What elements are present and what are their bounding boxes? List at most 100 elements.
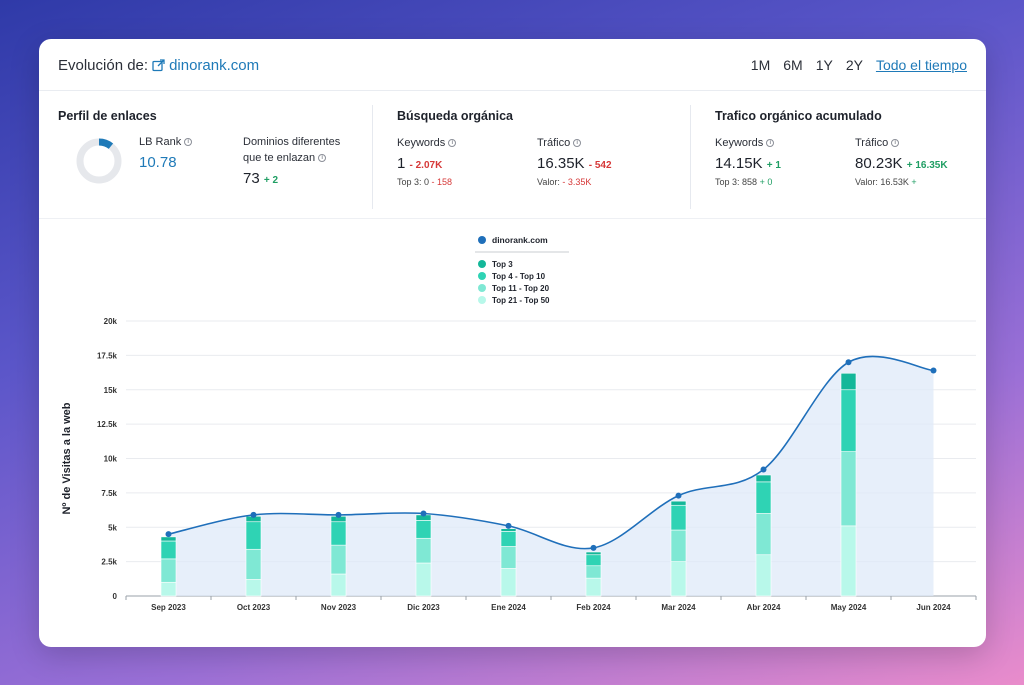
bar-segment[interactable] xyxy=(670,500,687,506)
bar-segment[interactable] xyxy=(500,546,517,569)
bar-segment[interactable] xyxy=(755,481,772,514)
legend-label[interactable]: dinorank.com xyxy=(492,235,548,245)
line-point[interactable] xyxy=(335,511,342,518)
acumulado-title: Trafico orgánico acumulado xyxy=(715,109,882,123)
line-point[interactable] xyxy=(250,511,257,518)
info-icon[interactable]: i xyxy=(766,139,775,147)
keywords-delta: + 1 xyxy=(766,160,781,171)
bar-segment[interactable] xyxy=(500,531,517,547)
bar-segment[interactable] xyxy=(500,528,517,532)
dominios-label-1: Dominios diferentes xyxy=(243,136,341,148)
bar-segment[interactable] xyxy=(415,562,432,597)
keywords-value: 14.15K xyxy=(715,155,763,172)
y-tick-label: 17.5k xyxy=(97,351,118,360)
bar-segment[interactable] xyxy=(840,389,857,452)
bar-segment[interactable] xyxy=(585,565,602,579)
bar-segment[interactable] xyxy=(245,521,262,550)
x-tick-label: Mar 2024 xyxy=(661,603,696,612)
y-tick-label: 20k xyxy=(104,317,118,326)
page-title: Evolución de: dinorank.com xyxy=(58,57,259,74)
domain-link[interactable]: dinorank.com xyxy=(152,57,259,74)
bar-segment[interactable] xyxy=(670,561,687,597)
dominios-block: Dominios diferentes que te enlazan i 73 +… xyxy=(243,135,340,187)
info-icon[interactable]: i xyxy=(318,154,327,162)
busqueda-title: Búsqueda orgánica xyxy=(397,109,513,123)
valor-label: Valor: xyxy=(537,177,560,187)
top3-delta: - 158 xyxy=(431,177,453,187)
line-area-fill xyxy=(168,356,934,596)
lb-rank-label: LB Rank xyxy=(139,136,182,148)
bar-segment[interactable] xyxy=(585,577,602,597)
bar-segment[interactable] xyxy=(415,520,432,539)
x-tick-label: May 2024 xyxy=(831,603,867,612)
legend-label[interactable]: Top 11 - Top 20 xyxy=(492,284,550,293)
info-icon[interactable]: i xyxy=(448,139,457,147)
card-header: Evolución de: dinorank.com 1M 6M 1Y 2Y T… xyxy=(39,39,986,91)
legend-marker xyxy=(478,236,486,244)
acumulado-section: Trafico orgánico acumulado Keywords i 14.… xyxy=(715,91,975,211)
valor-delta: + xyxy=(911,177,917,187)
y-tick-label: 7.5k xyxy=(101,489,117,498)
bar-segment[interactable] xyxy=(840,525,857,597)
series-line xyxy=(168,355,934,550)
legend-marker xyxy=(478,272,486,280)
bar-segment[interactable] xyxy=(330,521,347,546)
legend-marker xyxy=(478,296,486,304)
y-axis-label: Nº de Visitas a la web xyxy=(61,402,73,514)
bar-segment[interactable] xyxy=(415,537,432,564)
x-tick-label: Jun 2024 xyxy=(916,603,951,612)
line-point[interactable] xyxy=(675,492,682,499)
bar-segment[interactable] xyxy=(160,558,177,583)
bar-segment[interactable] xyxy=(585,551,602,556)
y-tick-label: 5k xyxy=(108,523,117,532)
bar-segment[interactable] xyxy=(160,536,177,542)
period-all-time[interactable]: Todo el tiempo xyxy=(875,57,967,73)
line-point[interactable] xyxy=(760,466,767,473)
bar-segment[interactable] xyxy=(245,579,262,597)
line-point[interactable] xyxy=(165,531,172,538)
period-1m[interactable]: 1M xyxy=(750,57,771,73)
legend-label[interactable]: Top 4 - Top 10 xyxy=(492,272,546,281)
lb-rank-block: LB Rank i 10.78 xyxy=(139,135,193,171)
bar-segment[interactable] xyxy=(670,529,687,562)
line-point[interactable] xyxy=(845,359,852,366)
trafico-value: 80.23K xyxy=(855,155,903,172)
bar-segment[interactable] xyxy=(840,451,857,527)
perfil-section: Perfil de enlaces LB Rank i 10.78 Dominio… xyxy=(58,91,368,211)
evolution-card: Evolución de: dinorank.com 1M 6M 1Y 2Y T… xyxy=(39,39,986,647)
bar-segment[interactable] xyxy=(160,540,177,560)
bar-segment[interactable] xyxy=(330,544,347,575)
x-tick-label: Oct 2023 xyxy=(237,603,271,612)
bar-segment[interactable] xyxy=(245,548,262,580)
stats-panel: Perfil de enlaces LB Rank i 10.78 Dominio… xyxy=(39,91,986,219)
y-tick-label: 12.5k xyxy=(97,420,118,429)
period-2y[interactable]: 2Y xyxy=(845,57,863,73)
line-point[interactable] xyxy=(505,522,512,529)
bar-segment[interactable] xyxy=(755,513,772,556)
bar-segment[interactable] xyxy=(755,554,772,597)
x-tick-label: Feb 2024 xyxy=(576,603,611,612)
legend-label[interactable]: Top 21 - Top 50 xyxy=(492,296,550,305)
bar-segment[interactable] xyxy=(330,573,347,597)
y-tick-label: 15k xyxy=(104,386,118,395)
bar-segment[interactable] xyxy=(160,581,177,597)
bar-segment[interactable] xyxy=(840,372,857,391)
info-icon[interactable]: i xyxy=(573,139,582,147)
bar-segment[interactable] xyxy=(755,474,772,483)
line-point[interactable] xyxy=(930,367,937,374)
info-icon[interactable]: i xyxy=(184,138,193,146)
period-6m[interactable]: 6M xyxy=(783,57,803,73)
keywords-label: Keywords xyxy=(715,137,764,149)
bar-segment[interactable] xyxy=(670,504,687,531)
line-point[interactable] xyxy=(590,544,597,551)
title-prefix: Evolución de: xyxy=(58,57,149,74)
legend-label[interactable]: Top 3 xyxy=(492,260,513,269)
period-1y[interactable]: 1Y xyxy=(815,57,833,73)
chart-area: 0 2.5k 5k 7.5k 10k 12.5k 15k 17.5k 20k Nº de Visi… xyxy=(39,219,986,647)
info-icon[interactable]: i xyxy=(891,139,900,147)
line-point[interactable] xyxy=(420,510,427,517)
dominios-value: 73 xyxy=(243,170,260,187)
bar-segment[interactable] xyxy=(500,568,517,597)
top3-label: Top 3: 0 xyxy=(397,177,430,187)
bar-segment[interactable] xyxy=(585,554,602,567)
